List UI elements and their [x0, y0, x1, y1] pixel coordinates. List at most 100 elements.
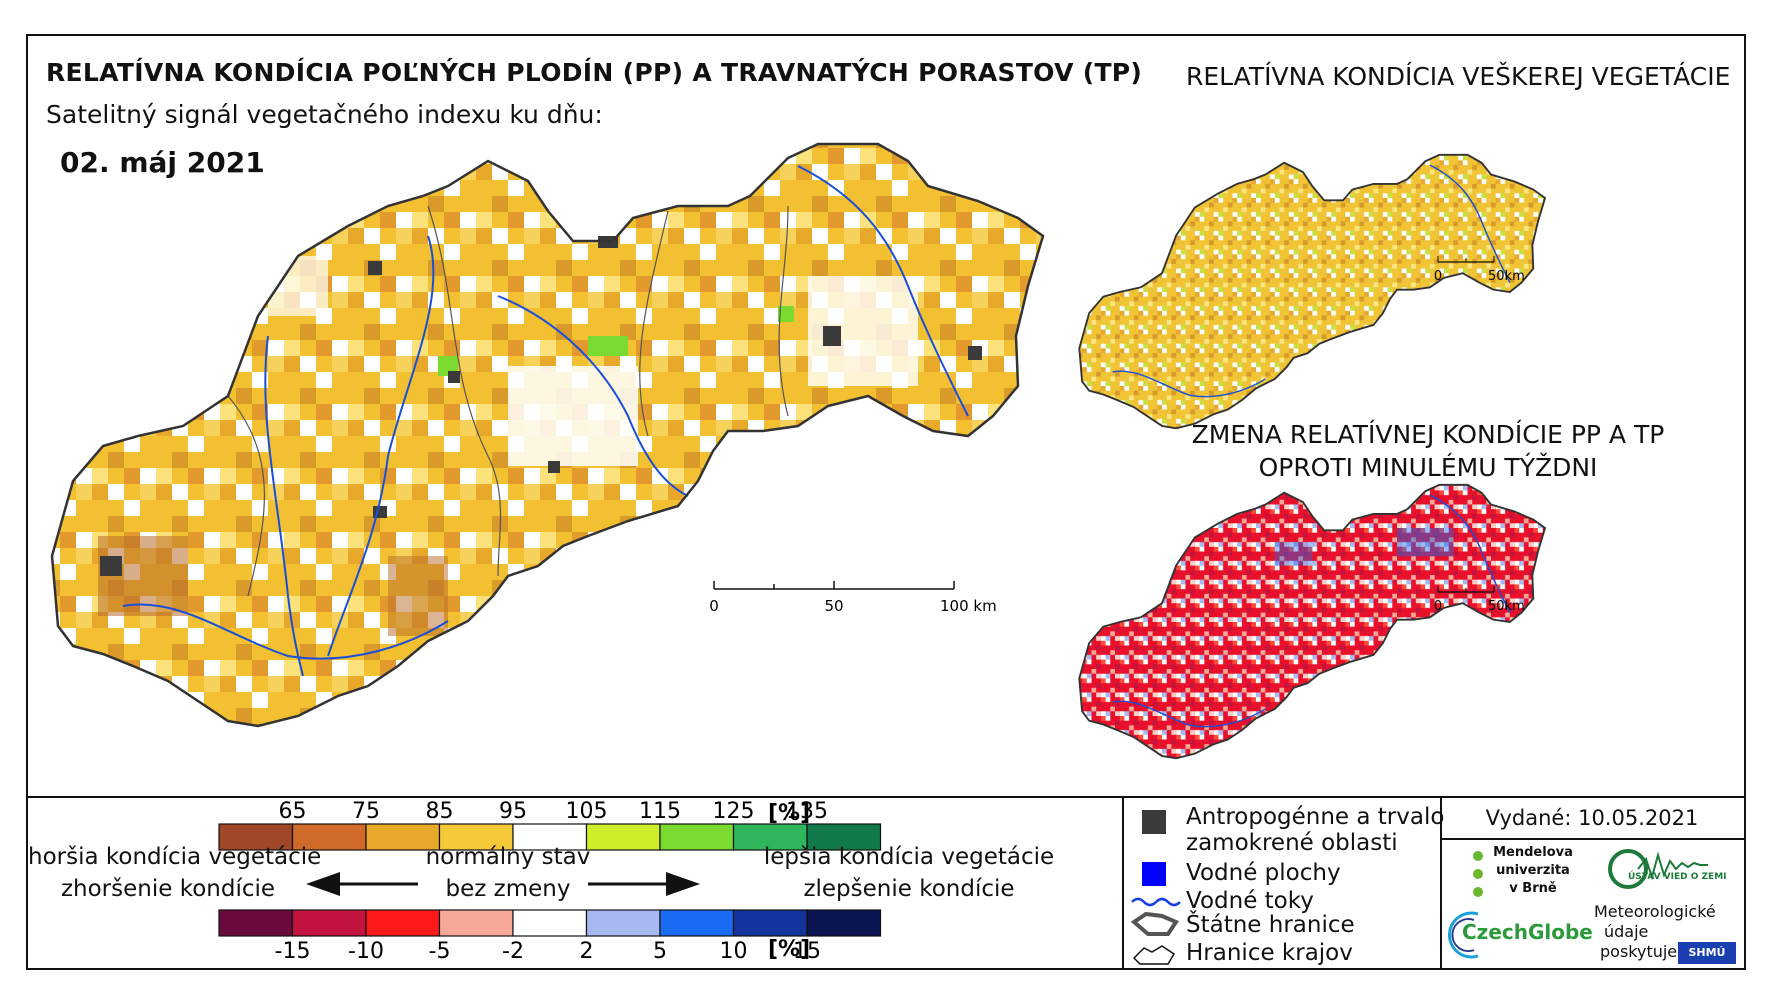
main-map-region-borders	[227, 205, 789, 597]
legend-better-condition: lepšia kondícia vegetácie	[763, 844, 1055, 870]
main-map: 0 50 100 km 0 50km	[50, 142, 1546, 760]
main-scale-bar: 0 50 100 km	[709, 581, 997, 615]
condition-labels: 65 75 85 95 105 115 125 135	[279, 799, 829, 824]
czechglobe-logo: CzechGlobe	[1448, 908, 1593, 964]
legend-normal: normálny stav	[425, 844, 591, 870]
legend-panel	[28, 796, 1744, 972]
state-border-swatch	[1130, 911, 1179, 936]
region-border-swatch	[1132, 945, 1176, 965]
condition-swatch-7	[732, 823, 808, 851]
condition-label-1: 75	[352, 799, 380, 824]
small-scale-0: 0	[1434, 269, 1442, 284]
change-swatch-6	[659, 909, 735, 937]
small-scale2-0: 0	[1434, 599, 1442, 614]
change-swatch-8	[806, 909, 882, 937]
meteo-line1: Meteorologické	[1594, 902, 1716, 921]
all-vegetation-map	[1078, 153, 1546, 430]
urban-areas	[100, 236, 982, 576]
condition-label-5: 115	[639, 799, 681, 824]
ustav-label: ÚSTAV VIED O ZEMI	[1628, 872, 1727, 882]
scale-label-50: 50	[824, 597, 843, 615]
change-title-line1: ZMENA RELATÍVNEJ KONDÍCIE PP A TP	[1191, 420, 1665, 449]
ustav-logo: ÚSTAV VIED O ZEMI	[1608, 844, 1738, 904]
condition-color-bar	[218, 823, 882, 851]
legend-divider-1	[1122, 796, 1124, 970]
condition-label-3: 95	[499, 799, 527, 824]
small-scale-bar-2: 0 50km	[1434, 586, 1525, 614]
map-frame: RELATÍVNA KONDÍCIA POĽNÝCH PLODÍN (PP) A…	[26, 34, 1746, 970]
reference-date: 02. máj 2021	[60, 146, 265, 179]
water-body-swatch	[1142, 862, 1166, 886]
scale-label-0: 0	[709, 597, 719, 615]
condition-unit: [%]	[768, 801, 810, 826]
condition-swatch-6	[659, 823, 735, 851]
map-title: RELATÍVNA KONDÍCIA POĽNÝCH PLODÍN (PP) A…	[46, 58, 1143, 87]
color-legend: 65 75 85 95 105 115 125 135 [%] -15 -10 -5 -2 2 5 10 1…	[218, 799, 882, 964]
legend-divider-3	[1440, 838, 1744, 840]
change-label-2: -5	[429, 939, 451, 964]
condition-label-4: 105	[566, 799, 608, 824]
map-subtitle: Satelitný signál vegetačného indexu ku d…	[46, 100, 603, 129]
change-swatch-7	[732, 909, 808, 937]
change-swatch-0	[218, 909, 294, 937]
legend-divider-2	[1440, 796, 1442, 970]
change-label-1: -10	[348, 939, 384, 964]
condition-swatch-8	[806, 823, 882, 851]
change-map	[1078, 483, 1546, 760]
mendel-dots-icon	[1473, 851, 1483, 897]
legend-nochange: bez zmeny	[445, 876, 571, 902]
legend-worse-change: zhoršenie kondície	[60, 876, 276, 902]
change-swatch-2	[365, 909, 441, 937]
arrow-right-icon	[666, 872, 700, 896]
mendel-line3: v Brně	[1509, 881, 1557, 896]
anthropogenic-label-2: zamokrené oblasti	[1186, 830, 1398, 856]
change-color-bar	[218, 909, 882, 937]
small-scale-bar-1: 0 50km	[1434, 256, 1525, 284]
change-label-6: 10	[720, 939, 748, 964]
arrow-left-icon	[306, 872, 340, 896]
stream-swatch	[1131, 897, 1181, 907]
condition-label-7: 135	[786, 799, 828, 824]
condition-label-6: 125	[713, 799, 755, 824]
condition-swatch-3	[438, 823, 514, 851]
change-swatch-4	[512, 909, 588, 937]
symbol-legend	[1130, 810, 1181, 965]
anthropogenic-label-1: Antropogénne a trvalo	[1186, 804, 1445, 830]
change-label-3: -2	[502, 939, 524, 964]
state-border-label: Štátne hranice	[1186, 912, 1355, 938]
change-map-title: ZMENA RELATÍVNEJ KONDÍCIE PP A TP OPROTI…	[1168, 418, 1688, 484]
change-swatch-5	[585, 909, 661, 937]
streams-label: Vodné toky	[1186, 888, 1314, 914]
mendel-line1: Mendelova	[1493, 845, 1573, 860]
condition-swatch-4	[512, 823, 588, 851]
small-scale2-50: 50km	[1488, 599, 1525, 614]
condition-swatch-1	[291, 823, 367, 851]
change-swatch-3	[438, 909, 514, 937]
meteo-line2: údaje	[1604, 922, 1649, 941]
change-label-7: 15	[793, 939, 821, 964]
change-title-line2: OPROTI MINULÉMU TÝŽDNI	[1258, 453, 1598, 482]
anthropogenic-swatch	[1142, 810, 1166, 834]
czechglobe-icon	[1448, 911, 1479, 959]
condition-label-0: 65	[279, 799, 307, 824]
meteo-line3: poskytuje:	[1600, 942, 1683, 961]
change-labels: -15 -10 -5 -2 2 5 10 15	[275, 939, 821, 964]
meteo-credit: Meteorologické údaje poskytuje:	[1594, 902, 1744, 962]
shmu-logo: SHMÚ	[1678, 942, 1736, 964]
main-map-raster	[50, 142, 1045, 728]
change-label-4: 2	[580, 939, 594, 964]
arrows	[306, 872, 700, 896]
change-label-5: 5	[653, 939, 667, 964]
all-vegetation-title: RELATÍVNA KONDÍCIA VEŠKEREJ VEGETÁCIE	[1186, 62, 1731, 91]
mendel-line2: univerzita	[1496, 863, 1570, 878]
condition-swatch-2	[365, 823, 441, 851]
scale-label-100: 100 km	[940, 597, 997, 615]
change-label-0: -15	[275, 939, 311, 964]
main-map-rivers	[122, 165, 969, 677]
legend-better-change: zlepšenie kondície	[803, 876, 1015, 902]
issued-date: Vydané: 10.05.2021	[1485, 806, 1699, 830]
ustav-logo-icon	[1608, 849, 1708, 889]
region-border-label: Hranice krajov	[1186, 940, 1353, 966]
small-scale-50: 50km	[1488, 269, 1525, 284]
condition-swatch-0	[218, 823, 294, 851]
